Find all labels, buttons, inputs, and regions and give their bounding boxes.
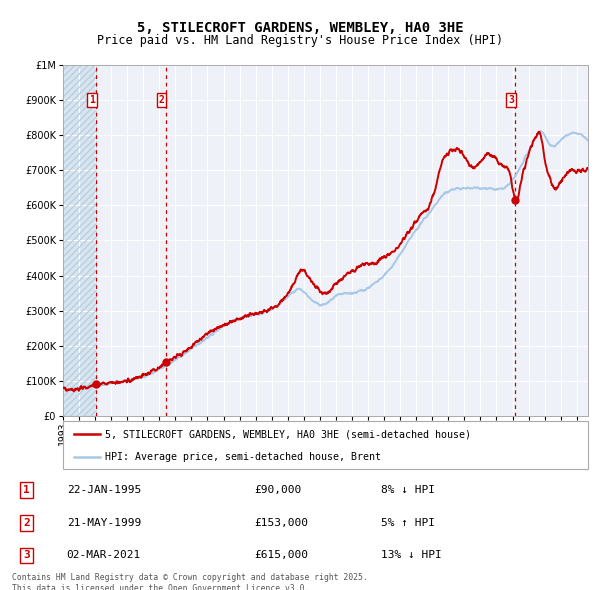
Text: 2: 2 bbox=[23, 518, 30, 527]
Text: £90,000: £90,000 bbox=[254, 485, 301, 495]
Text: Contains HM Land Registry data © Crown copyright and database right 2025.
This d: Contains HM Land Registry data © Crown c… bbox=[12, 573, 368, 590]
Text: 1: 1 bbox=[23, 485, 30, 495]
Text: 21-MAY-1999: 21-MAY-1999 bbox=[67, 518, 141, 527]
Text: 1: 1 bbox=[89, 95, 95, 105]
Text: 5, STILECROFT GARDENS, WEMBLEY, HA0 3HE: 5, STILECROFT GARDENS, WEMBLEY, HA0 3HE bbox=[137, 21, 463, 35]
Text: 5, STILECROFT GARDENS, WEMBLEY, HA0 3HE (semi-detached house): 5, STILECROFT GARDENS, WEMBLEY, HA0 3HE … bbox=[105, 429, 471, 439]
Text: £153,000: £153,000 bbox=[254, 518, 308, 527]
Bar bbox=[63, 65, 96, 416]
FancyBboxPatch shape bbox=[63, 421, 588, 469]
Text: HPI: Average price, semi-detached house, Brent: HPI: Average price, semi-detached house,… bbox=[105, 452, 381, 462]
Text: £615,000: £615,000 bbox=[254, 550, 308, 560]
Text: 3: 3 bbox=[23, 550, 30, 560]
Text: Price paid vs. HM Land Registry's House Price Index (HPI): Price paid vs. HM Land Registry's House … bbox=[97, 34, 503, 47]
Text: 5% ↑ HPI: 5% ↑ HPI bbox=[380, 518, 434, 527]
Text: 13% ↓ HPI: 13% ↓ HPI bbox=[380, 550, 442, 560]
Text: 22-JAN-1995: 22-JAN-1995 bbox=[67, 485, 141, 495]
Text: 2: 2 bbox=[158, 95, 164, 105]
Text: 3: 3 bbox=[508, 95, 514, 105]
Text: 02-MAR-2021: 02-MAR-2021 bbox=[67, 550, 141, 560]
Bar bbox=[63, 65, 96, 416]
Text: 8% ↓ HPI: 8% ↓ HPI bbox=[380, 485, 434, 495]
